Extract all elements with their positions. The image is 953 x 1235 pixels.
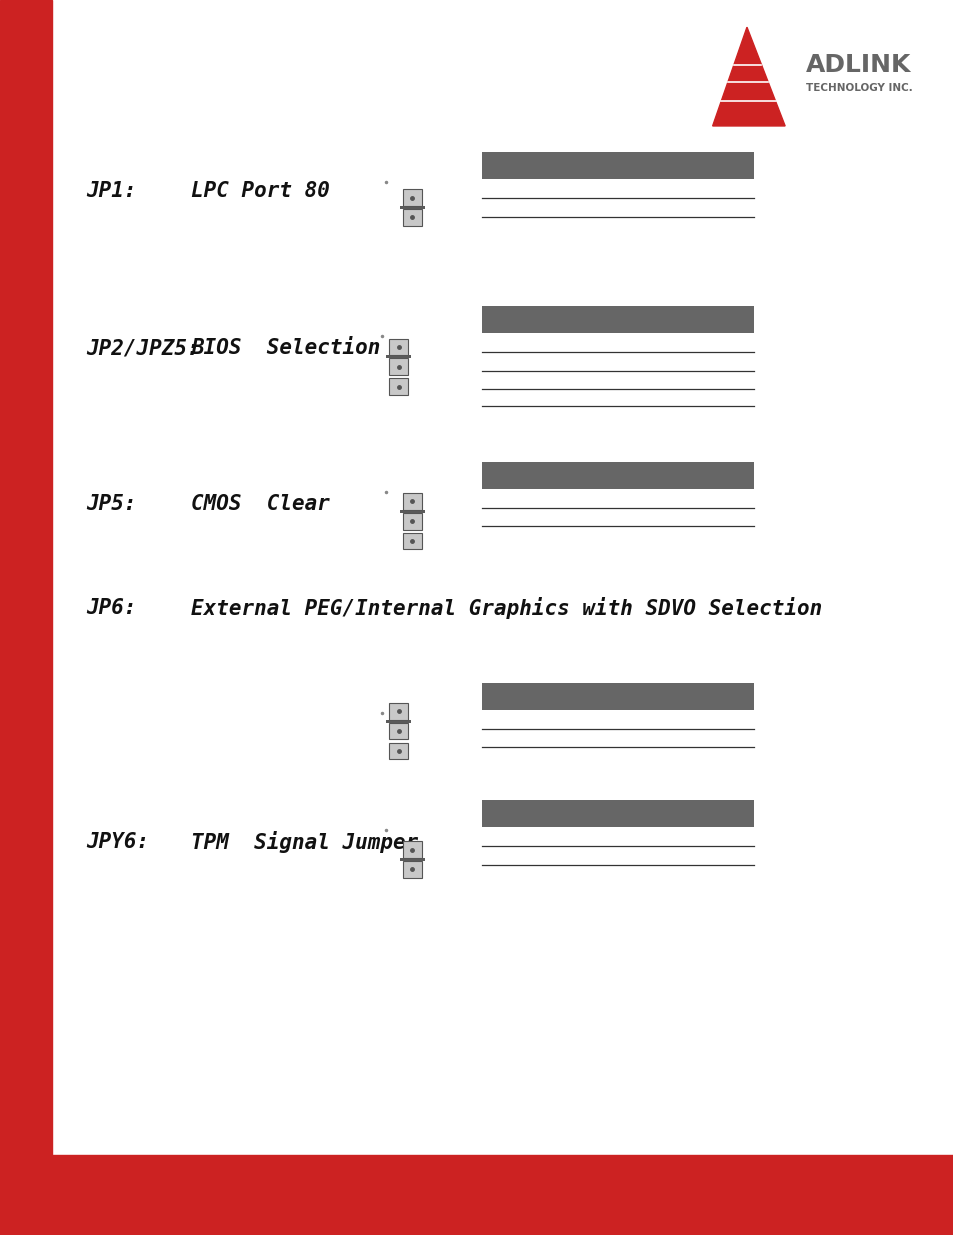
Bar — [402, 189, 421, 206]
Bar — [481, 683, 753, 710]
Bar — [386, 356, 411, 358]
Bar — [389, 722, 408, 740]
Text: ADLINK: ADLINK — [805, 53, 910, 78]
Bar — [402, 209, 421, 226]
Text: TECHNOLOGY INC.: TECHNOLOGY INC. — [805, 83, 912, 93]
Bar — [0, 0, 52, 1155]
Bar — [402, 532, 421, 550]
Bar — [481, 306, 753, 333]
Bar — [399, 206, 424, 209]
Bar — [402, 493, 421, 510]
Bar — [399, 510, 424, 513]
Bar — [481, 462, 753, 489]
Bar — [386, 720, 411, 722]
Text: LPC Port 80: LPC Port 80 — [191, 182, 330, 201]
Bar — [0, 1155, 953, 1235]
Text: JP2/JPZ5:: JP2/JPZ5: — [86, 338, 199, 358]
Bar — [389, 338, 408, 356]
Text: BIOS  Selection: BIOS Selection — [191, 338, 380, 358]
Text: CMOS  Clear: CMOS Clear — [191, 494, 330, 514]
Bar — [389, 378, 408, 395]
Text: JP6:: JP6: — [86, 598, 136, 618]
Text: JP5:: JP5: — [86, 494, 136, 514]
Bar — [399, 858, 424, 861]
Text: External PEG/Internal Graphics with SDVO Selection: External PEG/Internal Graphics with SDVO… — [191, 597, 821, 619]
Bar — [402, 861, 421, 878]
Bar — [389, 742, 408, 760]
Bar — [402, 513, 421, 530]
Polygon shape — [712, 27, 784, 126]
Text: TPM  Signal Jumper: TPM Signal Jumper — [191, 831, 417, 853]
Bar — [389, 358, 408, 375]
Text: JP1:: JP1: — [86, 182, 136, 201]
Bar — [402, 841, 421, 858]
Bar — [481, 800, 753, 827]
Bar — [389, 703, 408, 720]
Text: JPY6:: JPY6: — [86, 832, 149, 852]
Bar — [481, 152, 753, 179]
